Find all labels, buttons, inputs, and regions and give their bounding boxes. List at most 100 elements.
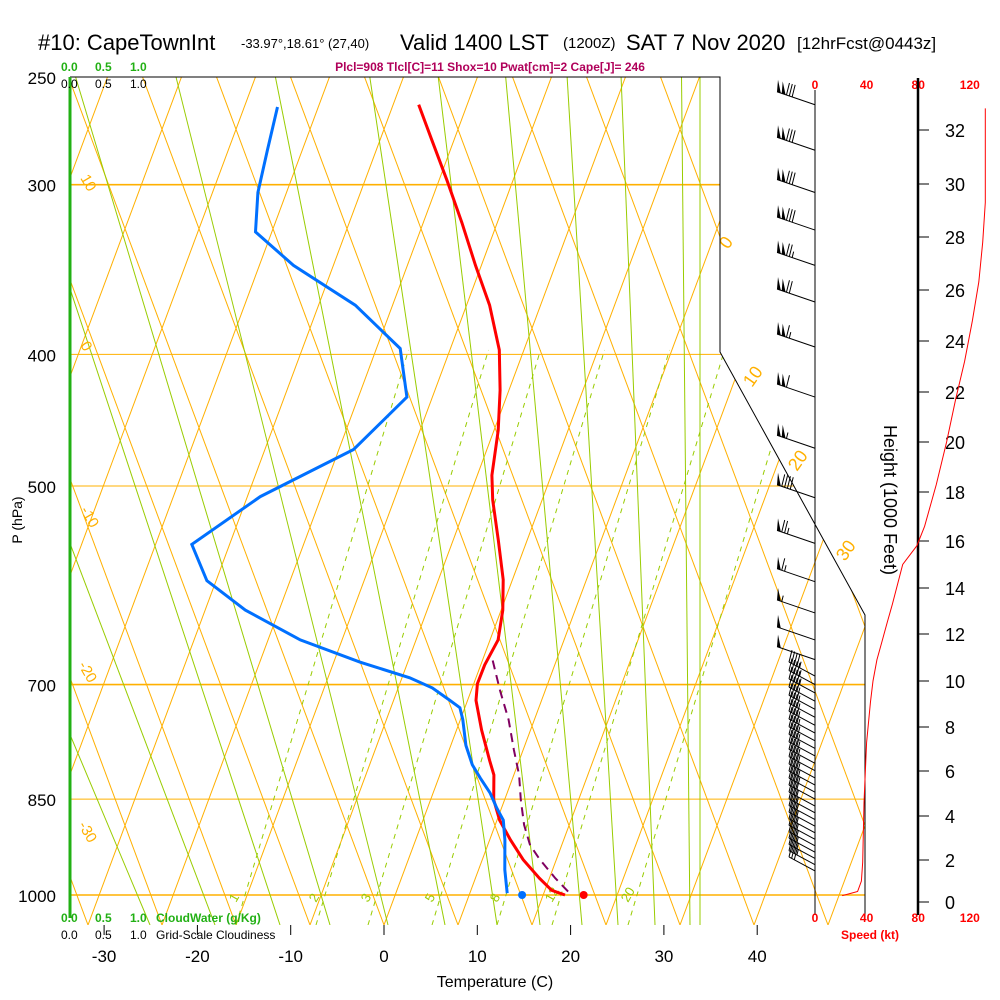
height-tick-label: 20: [945, 433, 965, 453]
barb-full: [793, 816, 798, 829]
barb-staff: [776, 599, 816, 614]
dry-adiabat-line: [511, 77, 829, 925]
barb-full: [793, 775, 798, 789]
barb-pennant: [777, 372, 781, 386]
barb-full: [788, 706, 793, 720]
barb-full: [788, 722, 793, 735]
height-tick-label: 30: [945, 175, 965, 195]
dry-adiabat-line: [289, 77, 607, 925]
dry-adiabat-label: -30: [75, 819, 101, 846]
barb-full: [791, 708, 796, 721]
barb-half: [796, 823, 799, 830]
barb-half: [796, 796, 799, 804]
barb-full: [791, 172, 796, 185]
speed-tick-label-top: 40: [860, 78, 874, 92]
barb-full: [788, 83, 793, 97]
barb-full: [793, 669, 798, 682]
pressure-tick-label: 850: [28, 791, 56, 810]
barb-full: [791, 723, 796, 736]
dry-adiabat-line: [585, 77, 865, 925]
dry-adiabat-label: -20: [75, 659, 101, 686]
height-axis-label: Height (1000 Feet): [880, 425, 900, 575]
wind-barb: [788, 844, 816, 872]
barb-full: [791, 692, 796, 705]
forecast-info: [12hrFcst@0443z]: [797, 34, 936, 53]
wind-barb: [776, 423, 816, 449]
barb-full: [788, 832, 793, 845]
cloudwater-tick: 0.5: [95, 911, 112, 925]
barb-pennant: [777, 125, 781, 139]
cloudwater-tick: 0.0: [61, 911, 78, 925]
cloudiness-tick: 0.0: [61, 77, 78, 91]
height-tick-label: 0: [945, 893, 955, 913]
moist-adiabat-line: [505, 77, 583, 925]
barb-full: [788, 772, 793, 786]
barb-full: [793, 754, 798, 767]
wind-barb: [776, 634, 816, 661]
barb-full: [791, 745, 796, 759]
cloudiness-tick: 0.0: [61, 928, 78, 942]
mixing-ratio-label: 20: [618, 884, 638, 904]
barb-staff: [776, 136, 816, 151]
barb-full: [793, 789, 798, 802]
barb-full: [791, 788, 796, 801]
barb-pennant: [781, 126, 786, 141]
x-axis-label: Temperature (C): [437, 974, 553, 991]
barb-staff: [776, 646, 816, 661]
barb-full: [793, 725, 798, 738]
barb-full: [791, 833, 796, 847]
barb-full: [788, 244, 793, 257]
isotherm-line: [70, 77, 257, 925]
barb-full: [793, 761, 798, 775]
barb-full: [796, 756, 801, 769]
barb-full: [784, 475, 789, 488]
temperature-tick-label: 20: [561, 947, 580, 966]
height-tick-label: 10: [945, 672, 965, 692]
barb-full: [788, 786, 793, 799]
barb-full: [791, 814, 796, 827]
mixing-ratio-line: [551, 349, 725, 925]
isotherm-line: [383, 77, 701, 925]
cloudiness-label: Grid-Scale Cloudiness: [156, 928, 275, 942]
isotherm-line: [309, 77, 627, 925]
wind-barb: [788, 666, 816, 694]
barb-full: [788, 758, 793, 772]
isotherm-line: [87, 77, 405, 925]
wind-barb: [776, 587, 816, 614]
barb-staff: [788, 856, 816, 872]
mixing-ratio-label: 8: [487, 891, 504, 905]
barb-half: [799, 670, 802, 677]
barb-full: [793, 652, 798, 666]
barb-full: [791, 808, 796, 821]
barb-full: [791, 659, 796, 673]
barb-pennant: [777, 518, 781, 532]
barb-full: [793, 740, 798, 753]
barb-full: [791, 840, 796, 853]
moist-adiabat-line: [274, 77, 446, 925]
wind-barbs: [776, 79, 816, 872]
barb-full: [786, 476, 791, 489]
valid-time: Valid 1400 LST: [400, 30, 549, 55]
barb-full: [796, 763, 801, 776]
speed-tick-label-bottom: 120: [960, 911, 980, 925]
barb-full: [793, 747, 798, 760]
barb-full: [785, 280, 790, 293]
barb-full: [788, 699, 793, 712]
sounding-curves: [189, 104, 588, 899]
cloudwater-tick: 0.0: [61, 60, 78, 74]
mixing-ratio-line: [315, 349, 489, 925]
mixing-ratio-label: 12: [542, 884, 562, 904]
barb-full: [796, 671, 801, 684]
barb-half: [784, 565, 787, 572]
barb-pennant: [777, 587, 781, 602]
background-grid: [70, 77, 865, 925]
isotherm-line: [70, 77, 183, 925]
barb-pennant: [781, 323, 786, 337]
barb-full: [788, 714, 793, 727]
barb-pennant: [781, 278, 786, 292]
wind-barb: [776, 372, 816, 398]
pressure-tick-label: 300: [28, 177, 56, 196]
isotherm-label: 20: [784, 446, 812, 474]
height-tick-label: 6: [945, 762, 955, 782]
barb-half: [796, 790, 799, 797]
